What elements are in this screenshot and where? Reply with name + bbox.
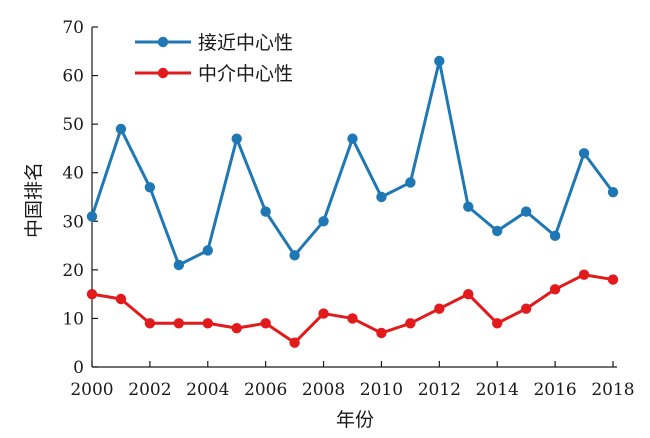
data-point xyxy=(607,274,619,285)
data-point xyxy=(549,284,561,295)
data-point xyxy=(144,318,156,329)
data-point xyxy=(434,55,445,67)
data-point xyxy=(86,288,98,300)
y-axis-ticks: 0 10 20 30 40 50 60 70 xyxy=(62,18,98,378)
x-tick-label: 2012 xyxy=(418,380,461,400)
data-point xyxy=(463,201,474,212)
x-tick-label: 2004 xyxy=(186,380,229,400)
y-tick-label: 50 xyxy=(62,115,84,135)
legend-label: 接近中心性 xyxy=(198,32,293,54)
y-tick-label: 20 xyxy=(62,261,84,281)
data-point xyxy=(434,303,445,314)
data-point xyxy=(492,225,503,237)
data-point xyxy=(578,269,590,280)
data-point xyxy=(520,303,532,314)
legend-label: 中介中心性 xyxy=(198,63,293,85)
data-point xyxy=(202,318,213,329)
x-tick-label: 2010 xyxy=(360,380,403,400)
data-point xyxy=(289,337,300,348)
x-tick-label: 2016 xyxy=(533,380,576,400)
x-axis-label: 年份 xyxy=(336,409,374,431)
x-tick-label: 2014 xyxy=(476,380,519,400)
data-point xyxy=(231,322,242,334)
data-point xyxy=(318,216,329,227)
data-point xyxy=(347,133,358,144)
data-point xyxy=(492,318,503,329)
data-point xyxy=(463,288,474,300)
data-point xyxy=(376,191,387,203)
data-point xyxy=(144,182,156,193)
y-tick-label: 40 xyxy=(62,164,84,184)
data-point xyxy=(202,245,213,256)
data-point xyxy=(549,230,561,242)
data-point xyxy=(115,293,127,305)
y-tick-label: 0 xyxy=(73,358,84,378)
data-point xyxy=(578,148,590,159)
data-point xyxy=(115,123,127,135)
legend-marker xyxy=(157,36,169,48)
series-group xyxy=(86,55,619,348)
x-axis-ticks: 2000 2002 2004 2006 2008 2010 2012 2014 2016 2018 xyxy=(70,361,635,400)
series-2 xyxy=(86,269,619,348)
legend-marker xyxy=(157,67,169,79)
y-tick-label: 10 xyxy=(62,309,84,329)
x-tick-label: 2018 xyxy=(591,380,634,400)
y-axis-label: 中国排名 xyxy=(23,162,45,238)
data-point xyxy=(289,250,300,261)
data-point xyxy=(347,313,358,324)
data-point xyxy=(260,206,271,217)
series-1 xyxy=(86,55,619,271)
data-point xyxy=(376,327,387,339)
axes xyxy=(91,27,617,368)
data-point xyxy=(86,211,98,222)
y-tick-label: 70 xyxy=(62,18,84,38)
data-point xyxy=(231,133,242,144)
y-tick-label: 30 xyxy=(62,212,84,232)
data-point xyxy=(173,318,185,329)
x-tick-label: 2000 xyxy=(70,380,113,400)
x-tick-label: 2006 xyxy=(244,380,287,400)
series-line xyxy=(91,273,614,345)
y-tick-label: 60 xyxy=(62,67,84,87)
series-line xyxy=(90,59,615,267)
data-point xyxy=(173,259,185,271)
data-point xyxy=(405,318,416,329)
x-tick-label: 2002 xyxy=(128,380,171,400)
data-point xyxy=(520,206,532,217)
data-point xyxy=(318,308,329,319)
data-point xyxy=(260,318,271,329)
data-point xyxy=(607,186,619,198)
x-tick-label: 2008 xyxy=(302,380,345,400)
data-point xyxy=(405,177,416,188)
